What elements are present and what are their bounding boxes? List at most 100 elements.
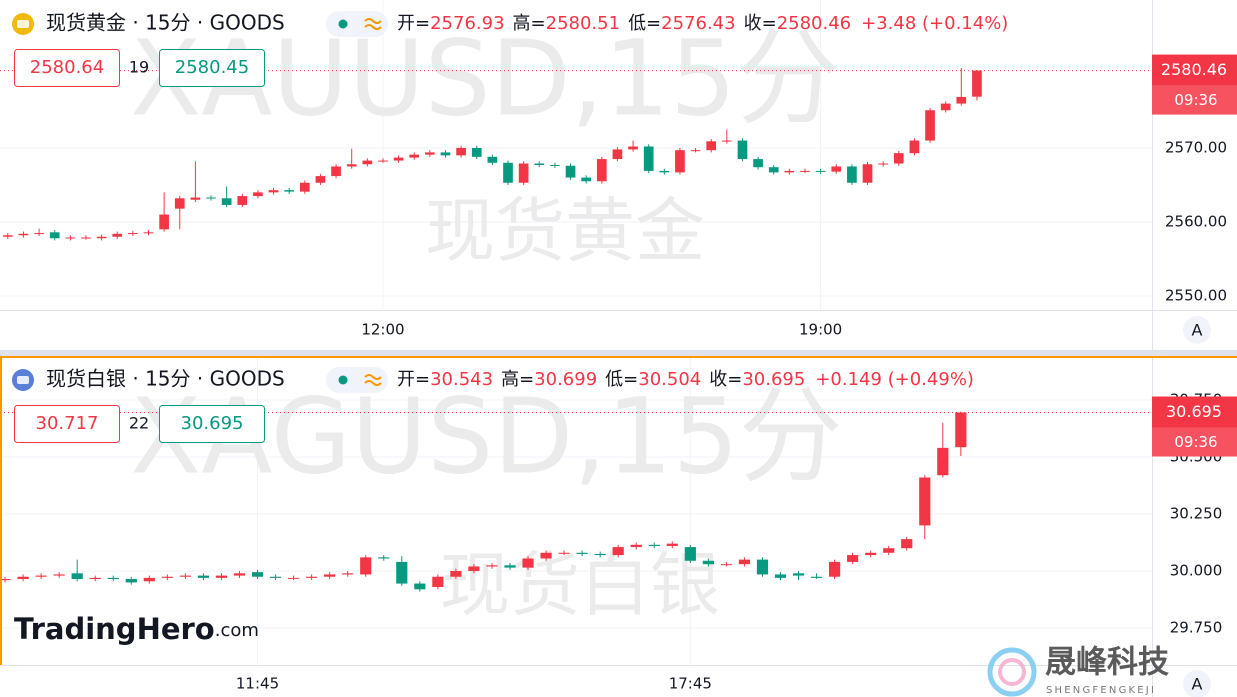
candle-body: [378, 557, 390, 559]
candle-body: [396, 561, 408, 584]
candle-body: [847, 555, 859, 562]
countdown-label: 09:36: [1174, 433, 1217, 451]
candle-body: [919, 477, 931, 526]
quote-close-label: 收=: [709, 369, 742, 390]
partner-name: 晟峰科技: [1045, 645, 1169, 681]
brand-name: TradingHero: [14, 612, 215, 646]
scale-mode-button: [1183, 670, 1211, 697]
spread: 19: [129, 58, 149, 77]
candle-body: [468, 566, 480, 572]
candle-body: [972, 70, 982, 97]
candle-body: [565, 165, 576, 178]
ask-box[interactable]: [159, 49, 265, 87]
y-tick-label: 29.750: [1170, 619, 1223, 637]
quote-high-label: 高=: [513, 13, 546, 34]
y-tick-label: 2560.00: [1165, 212, 1227, 230]
candle-body: [2, 235, 13, 237]
ohlc-quote: 开=30.543 高=30.699 低=30.504 收=30.695 +0.149 (…: [397, 369, 974, 390]
partner-icon-inner: [998, 658, 1026, 686]
candle-body: [720, 564, 732, 566]
candle-body: [702, 560, 714, 565]
candle-body: [174, 198, 185, 209]
status-pill: [326, 367, 388, 393]
candle-body: [865, 552, 877, 556]
candle-body: [503, 162, 513, 183]
candle-body: [221, 198, 232, 205]
candle-body: [409, 154, 420, 158]
candle-body: [909, 140, 920, 154]
candle-body: [284, 190, 295, 192]
candle-body: [753, 159, 763, 168]
candle-body: [628, 146, 638, 150]
candle-body: [128, 233, 138, 235]
candle-body: [440, 152, 451, 156]
ask-price: 2580.45: [175, 57, 249, 78]
quote-high-label: 高=: [501, 369, 534, 390]
candle-body: [18, 233, 29, 236]
candle-body: [937, 447, 949, 476]
candle-body: [721, 140, 732, 142]
candle-body: [684, 547, 696, 561]
candle-body: [34, 233, 44, 235]
candle-body: [360, 557, 372, 575]
candle-body: [540, 552, 552, 559]
scale-mode-button: [1183, 316, 1211, 344]
candle-body: [414, 583, 426, 590]
last-price-label: 2580.46: [1161, 60, 1227, 79]
candle-body: [143, 232, 154, 234]
candle-body: [550, 164, 560, 166]
candle-body: [206, 197, 216, 199]
partner-pinyin: SHENGFENGKEJI: [1046, 685, 1156, 696]
scale-mode: A: [1192, 321, 1203, 340]
y-tick-label: 30.000: [1170, 562, 1223, 580]
candle-body: [331, 166, 341, 177]
market-open-dot: [338, 375, 348, 385]
candle-body: [956, 96, 967, 104]
candle-body: [576, 552, 588, 554]
last-price-tag: [1152, 54, 1237, 86]
quote-open-label: 开=: [397, 369, 430, 390]
candle-body: [486, 565, 498, 567]
quote-low-label: 低=: [628, 13, 661, 34]
watermark-name: 现货白银: [440, 544, 720, 626]
scale-mode: A: [1192, 675, 1203, 694]
y-tick-label: 30.250: [1170, 505, 1223, 523]
candle-body: [159, 214, 169, 230]
quote-close-label: 收=: [744, 13, 777, 34]
x-tick-label: 12:00: [361, 321, 404, 339]
quote-high: 30.699: [534, 369, 597, 390]
candle-body: [299, 182, 310, 192]
candle-body: [940, 103, 951, 111]
candle-body: [612, 547, 624, 556]
ask-box[interactable]: [159, 405, 265, 443]
candle-body: [792, 573, 805, 576]
pane-separator: [0, 350, 1237, 356]
candle-body: [581, 177, 592, 182]
candle-body: [706, 141, 717, 151]
quote-close: 30.695: [742, 369, 805, 390]
watermark-name: 现货黄金: [425, 190, 705, 272]
y-tick-label: 2550.00: [1165, 286, 1227, 304]
candle-body: [89, 577, 101, 580]
bid-price: 30.717: [36, 413, 99, 434]
candle-body: [648, 544, 660, 546]
candle-body: [659, 170, 670, 173]
y-tick-label: 2570.00: [1165, 138, 1227, 156]
candle-body: [800, 170, 810, 172]
countdown-tag: [1152, 85, 1237, 115]
candle-body: [774, 574, 787, 578]
quote-change: +3.48 (+0.14%): [861, 13, 1008, 34]
candle-body: [161, 576, 173, 578]
last-price-label: 30.695: [1166, 402, 1222, 421]
candle-body: [306, 576, 318, 578]
candle-body: [534, 163, 545, 165]
candle-body: [594, 553, 606, 556]
candle-body: [233, 573, 246, 576]
bid-box[interactable]: [14, 405, 120, 443]
candle-body: [288, 577, 300, 579]
candle-body: [324, 574, 336, 577]
candle-body: [901, 539, 913, 549]
bid-box[interactable]: [14, 49, 120, 87]
